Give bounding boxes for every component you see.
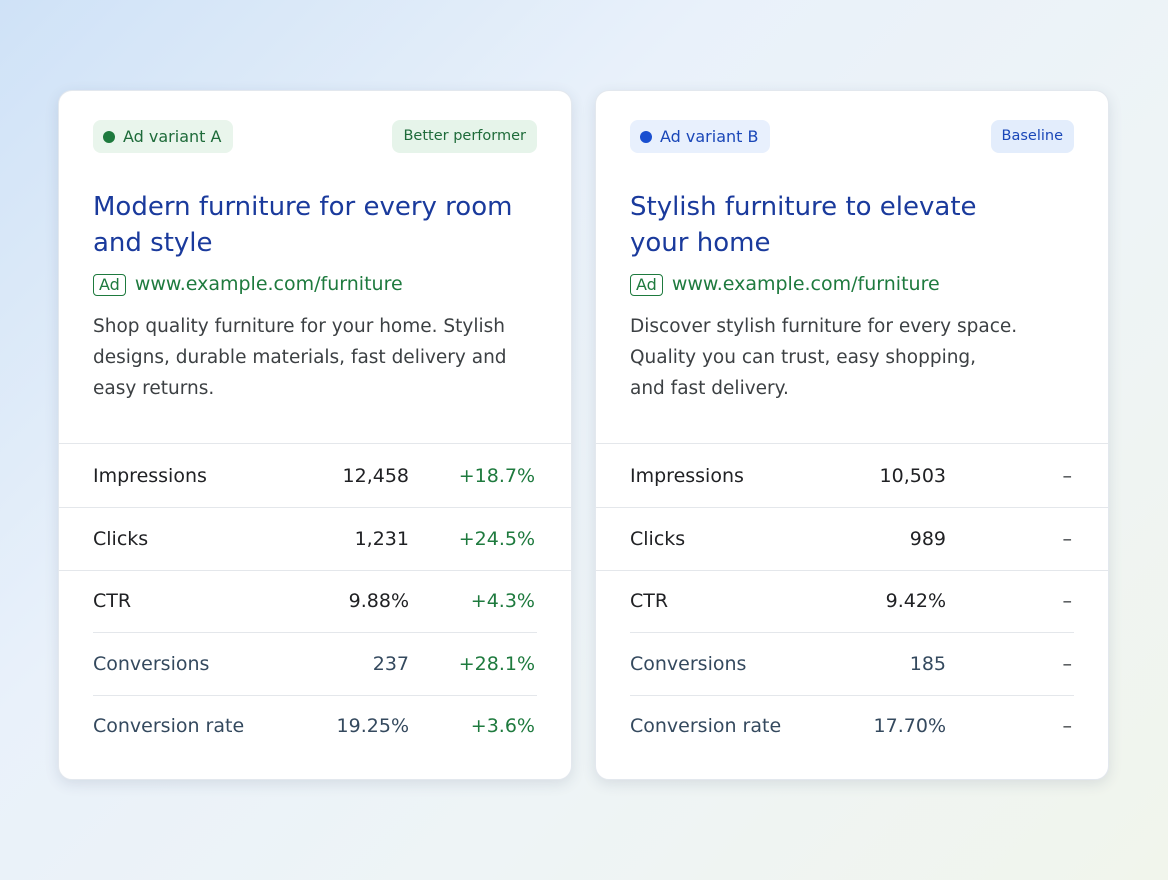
metric-change: +24.5%: [458, 527, 535, 550]
metric-row: Clicks 1,231 +24.5%: [59, 508, 571, 570]
metric-value: 989: [909, 527, 946, 550]
metric-value: 9.42%: [885, 590, 946, 612]
metric-value: 12,458: [342, 465, 409, 487]
ad-headline: Modern furniture for every room and style: [93, 189, 512, 261]
metric-change: +18.7%: [458, 465, 535, 487]
metric-label: CTR: [93, 590, 132, 612]
ad-card: Ad variant B Baseline Stylish furniture to…: [595, 90, 1109, 780]
metric-value: 9.88%: [348, 590, 409, 612]
status-tag: Baseline: [990, 120, 1074, 153]
ad-card: Ad variant A Better performer Modern furni…: [58, 90, 572, 780]
metric-change: +28.1%: [458, 652, 535, 675]
metric-row: Conversions 237 +28.1%: [59, 633, 571, 695]
metric-label: Conversions: [93, 652, 210, 675]
metric-value: 185: [909, 652, 946, 675]
metric-value: 237: [372, 652, 409, 675]
headline-line: and style: [93, 228, 213, 258]
metric-change: –: [1062, 465, 1073, 487]
metric-change: –: [1062, 652, 1073, 675]
description-line: designs, durable materials, fast deliver…: [93, 347, 507, 368]
metric-change: –: [1062, 715, 1073, 737]
ad-url-row: Ad www.example.com/furniture: [93, 272, 403, 296]
section-divider: [59, 443, 571, 444]
description-line: easy returns.: [93, 378, 215, 399]
metric-value: 19.25%: [336, 715, 409, 737]
metric-row: Impressions 10,503 –: [596, 445, 1108, 507]
metric-label: Clicks: [93, 527, 149, 550]
metric-value: 1,231: [354, 527, 409, 550]
metric-label: Impressions: [93, 465, 207, 487]
variant-badge: Ad variant B: [630, 120, 771, 153]
description-line: and fast delivery.: [630, 378, 789, 399]
row-divider: [93, 632, 537, 633]
metric-label: CTR: [630, 590, 669, 612]
headline-line: Stylish furniture to elevate: [630, 192, 977, 222]
ad-headline: Stylish furniture to elevate your home: [630, 189, 977, 261]
row-divider: [93, 694, 537, 696]
metric-row: Conversions 185 –: [596, 633, 1108, 695]
metric-change: +3.6%: [470, 715, 535, 737]
row-divider: [596, 569, 1108, 571]
metric-row: Conversion rate 19.25% +3.6%: [59, 695, 571, 757]
variant-badge: Ad variant A: [93, 120, 234, 153]
ad-description: Shop quality furniture for your home. St…: [93, 311, 507, 404]
description-line: Discover stylish furniture for every spa…: [630, 316, 1018, 337]
metric-change: –: [1062, 590, 1073, 612]
metric-value: 10,503: [879, 465, 946, 487]
row-divider: [630, 632, 1074, 633]
description-line: Quality you can trust, easy shopping,: [630, 347, 977, 368]
section-divider: [596, 443, 1108, 444]
status-tag: Better performer: [392, 120, 537, 153]
status-dot: [103, 131, 115, 143]
ad-label: Ad: [630, 274, 663, 296]
row-divider: [59, 507, 571, 508]
metric-label: Conversion rate: [93, 715, 245, 737]
metric-row: Impressions 12,458 +18.7%: [59, 445, 571, 507]
variant-label: Ad variant B: [660, 127, 759, 146]
ad-url: www.example.com/furniture: [134, 273, 403, 295]
metric-label: Conversion rate: [630, 715, 782, 737]
status-dot: [640, 131, 652, 143]
metric-row: Clicks 989 –: [596, 508, 1108, 570]
metric-change: –: [1062, 527, 1073, 550]
row-divider: [596, 507, 1108, 508]
row-divider: [630, 694, 1074, 696]
metric-change: +4.3%: [470, 590, 535, 612]
variant-label: Ad variant A: [123, 127, 222, 146]
ad-label: Ad: [93, 274, 126, 296]
metric-label: Impressions: [630, 465, 744, 487]
headline-line: Modern furniture for every room: [93, 192, 513, 222]
metric-value: 17.70%: [873, 715, 946, 737]
metric-label: Conversions: [630, 652, 747, 675]
metric-row: CTR 9.88% +4.3%: [59, 570, 571, 632]
ad-description: Discover stylish furniture for every spa…: [630, 311, 1017, 404]
metric-label: Clicks: [630, 527, 686, 550]
row-divider: [59, 569, 571, 571]
description-line: Shop quality furniture for your home. St…: [93, 316, 505, 337]
ad-url: www.example.com/furniture: [671, 273, 940, 295]
metric-row: Conversion rate 17.70% –: [596, 695, 1108, 757]
headline-line: your home: [630, 228, 771, 258]
ad-url-row: Ad www.example.com/furniture: [630, 272, 940, 296]
metric-row: CTR 9.42% –: [596, 570, 1108, 632]
